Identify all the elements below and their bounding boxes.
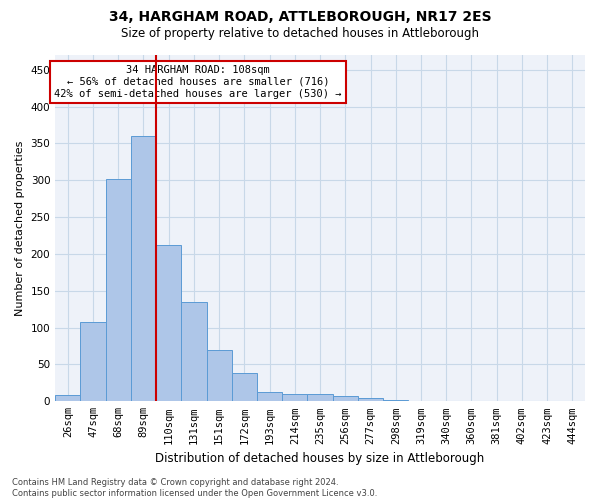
Text: 34 HARGHAM ROAD: 108sqm
← 56% of detached houses are smaller (716)
42% of semi-d: 34 HARGHAM ROAD: 108sqm ← 56% of detache…	[55, 66, 342, 98]
Bar	[232, 374, 257, 402]
Y-axis label: Number of detached properties: Number of detached properties	[15, 140, 25, 316]
Bar	[282, 394, 307, 402]
Bar	[358, 398, 383, 402]
Bar	[307, 394, 332, 402]
Text: 34, HARGHAM ROAD, ATTLEBOROUGH, NR17 2ES: 34, HARGHAM ROAD, ATTLEBOROUGH, NR17 2ES	[109, 10, 491, 24]
Bar	[257, 392, 282, 402]
Bar	[206, 350, 232, 402]
Bar	[383, 400, 409, 402]
Bar	[434, 400, 459, 402]
Bar	[156, 245, 181, 402]
Text: Contains HM Land Registry data © Crown copyright and database right 2024.
Contai: Contains HM Land Registry data © Crown c…	[12, 478, 377, 498]
Bar	[459, 400, 484, 402]
Bar	[80, 322, 106, 402]
Bar	[332, 396, 358, 402]
X-axis label: Distribution of detached houses by size in Attleborough: Distribution of detached houses by size …	[155, 452, 485, 465]
Bar	[55, 396, 80, 402]
Bar	[106, 179, 131, 402]
Bar	[181, 302, 206, 402]
Bar	[409, 400, 434, 402]
Text: Size of property relative to detached houses in Attleborough: Size of property relative to detached ho…	[121, 28, 479, 40]
Bar	[131, 136, 156, 402]
